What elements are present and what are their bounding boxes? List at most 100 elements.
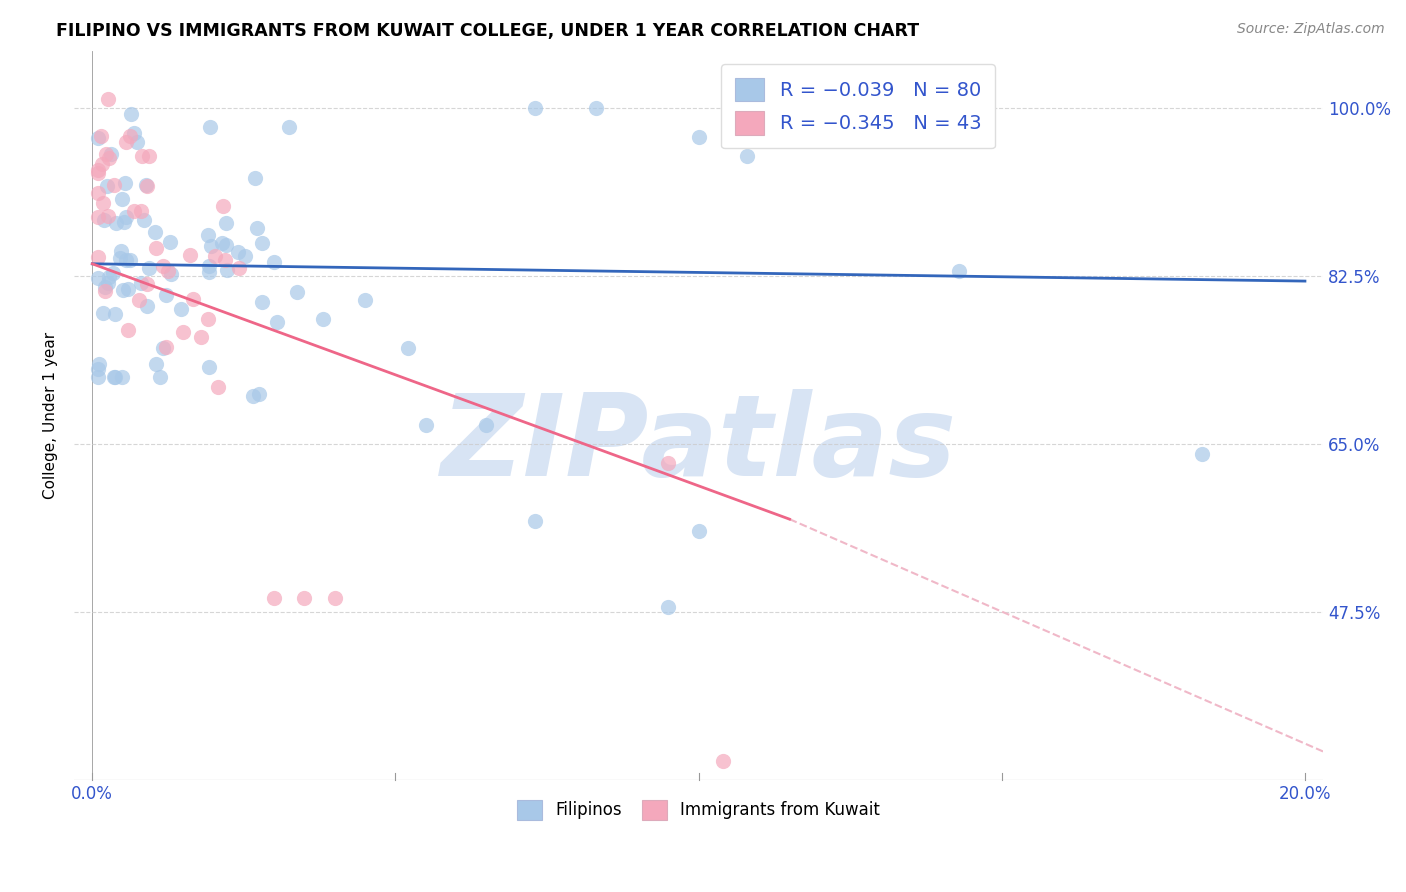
- Point: [118, 129, 141, 144]
- Point: [211, 236, 233, 251]
- Point: [198, 360, 221, 375]
- Point: [233, 250, 256, 264]
- Point: [90, 128, 112, 143]
- Point: [948, 264, 970, 278]
- Point: [117, 282, 139, 296]
- Point: [103, 266, 125, 280]
- Point: [118, 253, 141, 268]
- Point: [247, 387, 270, 401]
- Point: [204, 249, 226, 263]
- Point: [115, 210, 138, 224]
- Point: [250, 235, 273, 250]
- Point: [93, 306, 115, 320]
- Point: [143, 225, 166, 239]
- Point: [228, 261, 250, 276]
- Point: [396, 341, 419, 355]
- Point: [197, 259, 219, 273]
- Point: [200, 238, 222, 252]
- Point: [312, 312, 335, 326]
- Point: [155, 288, 177, 302]
- Point: [87, 370, 110, 384]
- Point: [152, 341, 174, 355]
- Point: [197, 228, 219, 243]
- Point: [120, 107, 142, 121]
- Point: [226, 245, 249, 260]
- Point: [263, 591, 285, 605]
- Point: [169, 302, 191, 317]
- Point: [160, 267, 183, 281]
- Point: [111, 370, 134, 384]
- Point: [97, 210, 120, 224]
- Point: [278, 120, 301, 135]
- Point: [87, 163, 110, 178]
- Point: [87, 362, 110, 376]
- Point: [242, 389, 264, 403]
- Point: [523, 514, 546, 528]
- Point: [250, 295, 273, 310]
- Point: [131, 149, 153, 163]
- Point: [96, 146, 118, 161]
- Point: [110, 244, 132, 258]
- Point: [115, 253, 138, 268]
- Point: [246, 221, 269, 235]
- Point: [657, 600, 679, 615]
- Point: [122, 204, 145, 219]
- Point: [294, 591, 316, 605]
- Point: [207, 380, 229, 394]
- Point: [96, 179, 118, 194]
- Point: [104, 216, 127, 230]
- Text: Source: ZipAtlas.com: Source: ZipAtlas.com: [1237, 22, 1385, 37]
- Point: [87, 210, 110, 224]
- Point: [323, 591, 346, 605]
- Point: [212, 199, 235, 213]
- Point: [190, 329, 212, 343]
- Point: [688, 130, 710, 145]
- Point: [97, 270, 120, 285]
- Point: [156, 264, 179, 278]
- Text: ZIPatlas: ZIPatlas: [440, 389, 956, 500]
- Point: [89, 357, 111, 371]
- Point: [266, 315, 288, 329]
- Point: [285, 285, 308, 299]
- Y-axis label: College, Under 1 year: College, Under 1 year: [44, 332, 58, 499]
- Point: [136, 299, 159, 313]
- Point: [100, 147, 122, 161]
- Point: [136, 277, 159, 292]
- Point: [87, 271, 110, 285]
- Point: [354, 293, 377, 308]
- Point: [112, 214, 135, 228]
- Point: [197, 312, 219, 326]
- Legend: Filipinos, Immigrants from Kuwait: Filipinos, Immigrants from Kuwait: [510, 793, 887, 827]
- Point: [114, 176, 136, 190]
- Point: [735, 149, 758, 163]
- Point: [197, 265, 219, 279]
- Point: [152, 259, 174, 273]
- Point: [87, 186, 110, 201]
- Point: [128, 293, 150, 307]
- Point: [243, 171, 266, 186]
- Point: [415, 418, 437, 433]
- Point: [104, 307, 127, 321]
- Point: [145, 241, 167, 255]
- Point: [688, 524, 710, 538]
- Point: [94, 280, 117, 294]
- Point: [214, 253, 236, 268]
- Point: [475, 418, 498, 433]
- Point: [181, 292, 204, 306]
- Point: [93, 212, 115, 227]
- Point: [103, 370, 125, 384]
- Point: [94, 285, 117, 299]
- Point: [179, 248, 201, 262]
- Point: [91, 196, 114, 211]
- Point: [91, 156, 114, 170]
- Point: [135, 179, 157, 194]
- Point: [215, 217, 238, 231]
- Point: [134, 212, 156, 227]
- Point: [103, 178, 125, 193]
- Point: [585, 101, 607, 115]
- Text: FILIPINO VS IMMIGRANTS FROM KUWAIT COLLEGE, UNDER 1 YEAR CORRELATION CHART: FILIPINO VS IMMIGRANTS FROM KUWAIT COLLE…: [56, 22, 920, 40]
- Point: [125, 135, 148, 149]
- Point: [159, 235, 181, 249]
- Point: [87, 166, 110, 180]
- Point: [110, 251, 132, 265]
